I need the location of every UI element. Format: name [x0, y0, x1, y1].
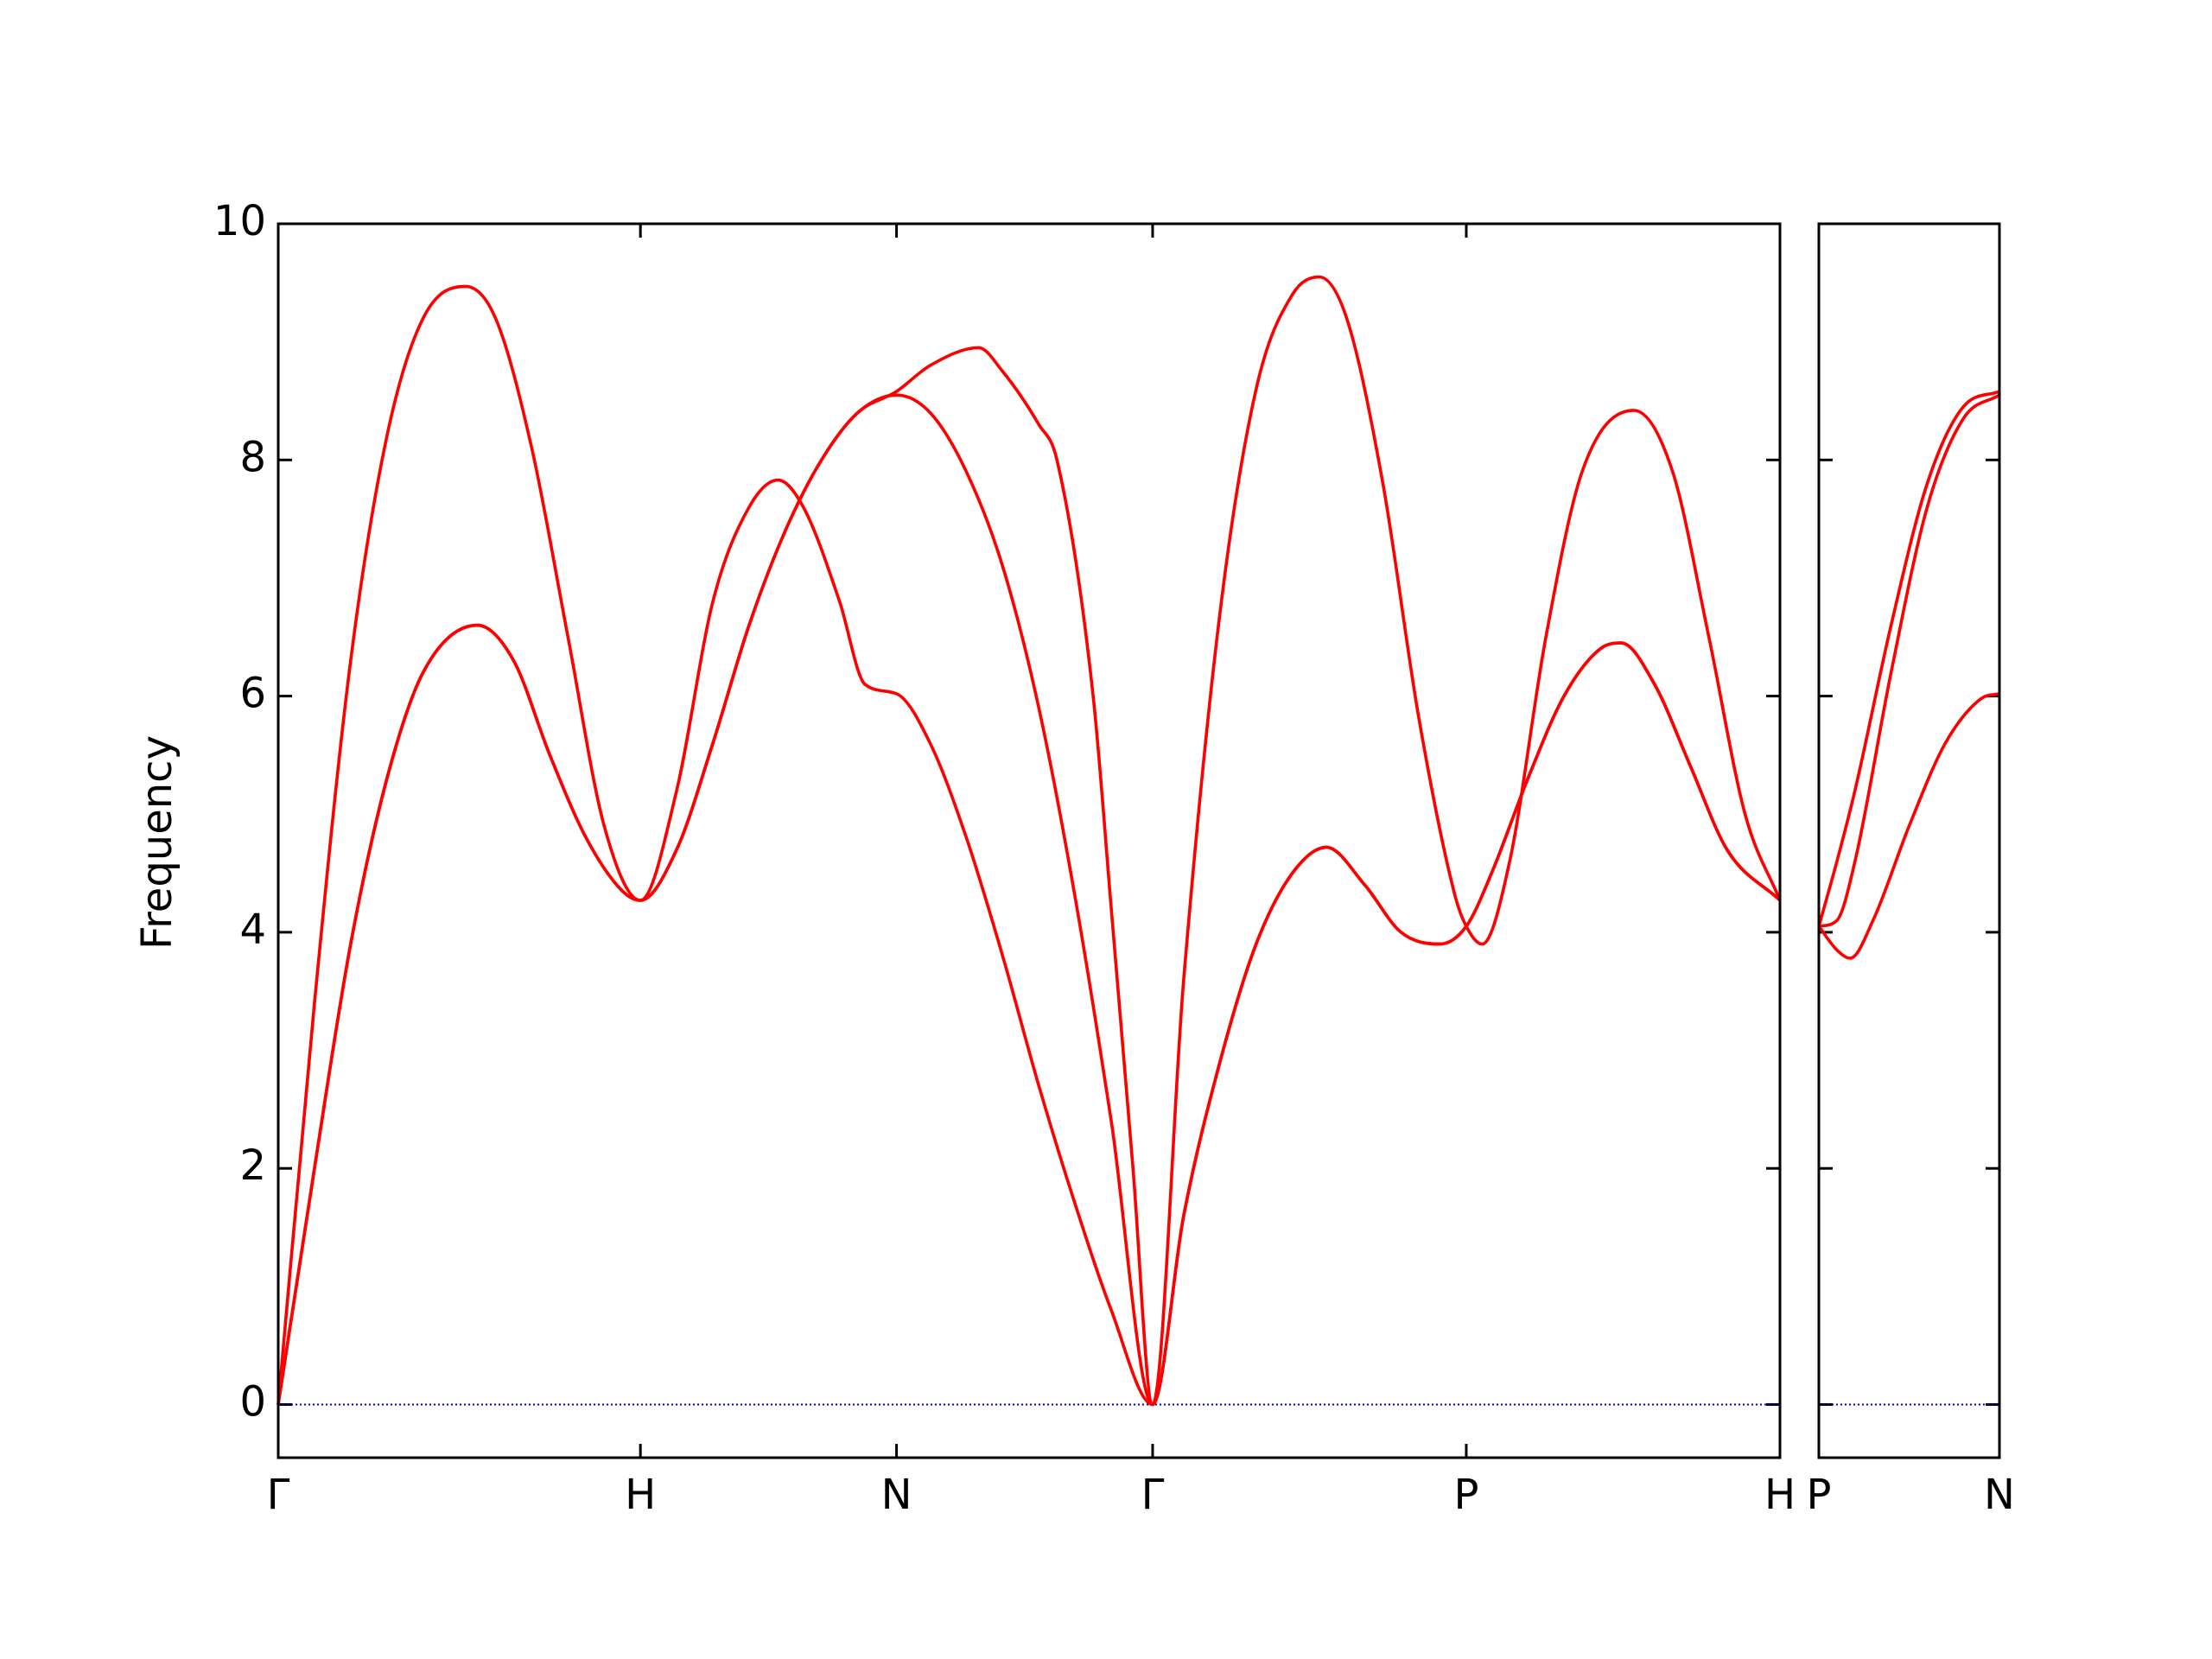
- x-tick-label: P: [1807, 1471, 1832, 1519]
- band-line: [276, 478, 1782, 1407]
- x-tick-label: N: [1984, 1471, 2015, 1519]
- y-tick-label: 6: [239, 670, 266, 718]
- x-tick-label: H: [625, 1471, 656, 1519]
- x-tick-label: P: [1453, 1471, 1478, 1519]
- band-line: [1817, 692, 2000, 960]
- plot-frame: [276, 222, 1782, 1459]
- x-tick-label: Γ: [1141, 1471, 1165, 1519]
- y-tick-label: 8: [239, 433, 266, 481]
- y-tick-label: 4: [239, 906, 266, 954]
- band-line: [1817, 390, 2000, 927]
- y-tick-label: 2: [239, 1141, 266, 1190]
- band-line: [276, 393, 1782, 1407]
- y-axis-label: Frequency: [133, 735, 181, 950]
- band-line: [1818, 393, 2000, 928]
- y-tick-label: 10: [213, 197, 266, 245]
- band-line: [276, 275, 1782, 1407]
- plot-frame: [1817, 222, 2001, 1459]
- x-tick-label: N: [881, 1471, 912, 1519]
- x-tick-label: H: [1764, 1471, 1796, 1519]
- x-tick-label: Γ: [267, 1471, 290, 1519]
- y-tick-label: 0: [239, 1378, 266, 1427]
